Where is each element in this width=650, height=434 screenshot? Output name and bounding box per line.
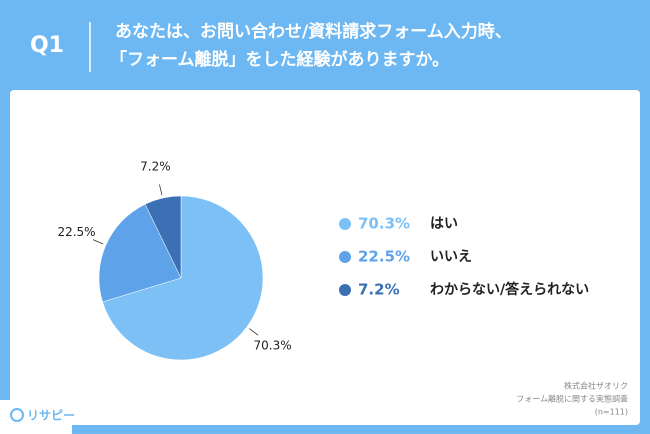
legend-value: 7.2% bbox=[358, 281, 400, 299]
source: フォーム離脱に関する実態調査 bbox=[516, 394, 628, 404]
pie-slice bbox=[144, 195, 182, 279]
legend-label: いいえ bbox=[430, 249, 472, 265]
brand: リサピー bbox=[27, 409, 75, 423]
pie-slice bbox=[98, 203, 182, 303]
source: 株式会社ザオリク bbox=[564, 381, 628, 391]
leader-line bbox=[159, 184, 163, 196]
legend-value: 22.5% bbox=[358, 248, 410, 266]
pie-slice bbox=[102, 195, 264, 361]
legend-label: はい bbox=[430, 216, 458, 232]
legend-marker bbox=[339, 218, 351, 230]
brand-icon bbox=[10, 408, 24, 422]
source: (n=111) bbox=[595, 408, 628, 417]
legend-marker bbox=[339, 284, 351, 296]
data-label: 22.5% bbox=[57, 225, 95, 239]
leader-line bbox=[249, 328, 259, 336]
legend-marker bbox=[339, 251, 351, 263]
data-label: 70.3% bbox=[254, 338, 292, 352]
chart-title: 「フォーム離脱」をした経験がありますか。 bbox=[110, 49, 449, 70]
question-number: Q1 bbox=[30, 33, 64, 58]
chart-title: あなたは、お問い合わせ/資料請求フォーム入力時、 bbox=[115, 21, 512, 42]
legend-value: 70.3% bbox=[358, 215, 410, 233]
data-label: 7.2% bbox=[140, 159, 171, 173]
legend-label: わからない/答えられない bbox=[430, 281, 589, 298]
leader-line bbox=[92, 239, 104, 245]
